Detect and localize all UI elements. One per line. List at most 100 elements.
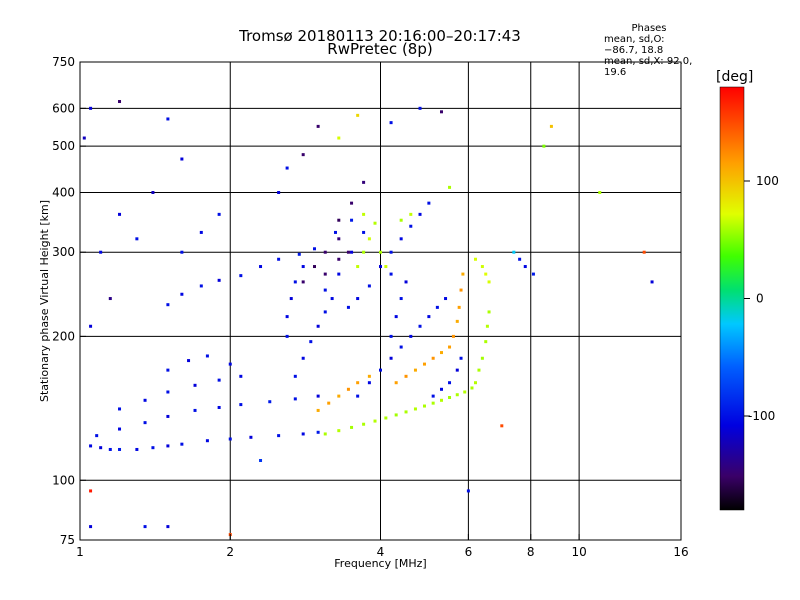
data-point xyxy=(440,387,444,391)
data-point xyxy=(457,305,461,309)
data-point xyxy=(394,381,398,385)
y-tick-label: 200 xyxy=(52,329,75,343)
data-point xyxy=(431,356,435,360)
data-point xyxy=(435,305,439,309)
data-point xyxy=(451,334,455,338)
data-point xyxy=(337,237,341,241)
data-point xyxy=(485,324,489,328)
data-point xyxy=(549,124,553,128)
chart-title: Tromsø 20180113 20:16:00–20:17:43 xyxy=(239,27,521,45)
data-point xyxy=(480,265,484,269)
data-point xyxy=(217,212,221,216)
data-point xyxy=(362,230,366,234)
data-point xyxy=(316,324,320,328)
data-point xyxy=(166,444,170,448)
data-point xyxy=(297,252,301,256)
data-point xyxy=(239,374,243,378)
data-point xyxy=(89,444,93,448)
data-point xyxy=(350,218,354,222)
data-point xyxy=(431,394,435,398)
data-point xyxy=(228,362,232,366)
data-point xyxy=(285,334,289,338)
data-point xyxy=(362,212,366,216)
colorbar-tick-label: 100 xyxy=(756,174,779,188)
data-point xyxy=(323,250,327,254)
data-point xyxy=(337,257,341,261)
data-point xyxy=(323,310,327,314)
data-point xyxy=(455,319,459,323)
data-point xyxy=(413,407,417,411)
x-tick-label: 2 xyxy=(226,545,234,559)
data-point xyxy=(448,381,452,385)
data-point xyxy=(470,386,474,390)
data-point xyxy=(389,334,393,338)
data-point xyxy=(316,430,320,434)
data-point xyxy=(217,405,221,409)
x-tick-label: 10 xyxy=(571,545,586,559)
data-point xyxy=(444,297,448,301)
colorbar-tick-label: -100 xyxy=(748,409,775,423)
data-point xyxy=(239,274,243,278)
data-point xyxy=(409,212,413,216)
data-point xyxy=(346,387,350,391)
data-point xyxy=(301,153,305,157)
data-point xyxy=(389,121,393,125)
data-point xyxy=(404,410,408,414)
data-point xyxy=(301,356,305,360)
data-point xyxy=(487,310,491,314)
data-point xyxy=(151,446,155,450)
data-point xyxy=(461,272,465,276)
data-point xyxy=(379,265,382,269)
data-point xyxy=(409,334,413,338)
data-point xyxy=(367,381,371,385)
data-point xyxy=(337,272,341,276)
data-point xyxy=(431,401,435,405)
data-point xyxy=(418,106,422,110)
axis-labels: 1 2 4 6 8 10 16 75 100 200 300 400 500 600 750 Frequenc… xyxy=(38,55,689,570)
data-point xyxy=(166,390,170,394)
data-point xyxy=(301,432,305,436)
data-point xyxy=(89,525,93,529)
data-point xyxy=(500,424,504,428)
data-point xyxy=(293,397,297,401)
data-point xyxy=(362,422,366,426)
data-point xyxy=(466,489,470,493)
data-point xyxy=(389,250,393,254)
data-point xyxy=(362,180,366,184)
data-point xyxy=(404,374,408,378)
data-point xyxy=(312,247,316,251)
data-point xyxy=(440,110,444,114)
data-point xyxy=(367,284,371,288)
data-point xyxy=(399,237,403,241)
y-tick-label: 600 xyxy=(52,101,75,115)
data-point xyxy=(228,437,232,441)
data-point xyxy=(384,416,388,420)
data-point xyxy=(135,237,139,241)
scatter-points xyxy=(82,100,654,537)
data-point xyxy=(531,272,535,276)
data-point xyxy=(108,297,112,301)
data-point xyxy=(143,421,147,425)
data-point xyxy=(448,395,452,399)
data-point xyxy=(293,374,297,378)
data-point xyxy=(418,324,422,328)
data-point xyxy=(330,297,334,301)
data-point xyxy=(193,383,197,387)
data-point xyxy=(316,394,320,398)
data-point xyxy=(356,381,360,385)
y-tick-label: 100 xyxy=(52,473,75,487)
chart-subtitle: RwPretec (8p) xyxy=(327,40,433,58)
data-point xyxy=(301,280,305,284)
data-point xyxy=(118,427,122,431)
data-point xyxy=(399,218,403,222)
data-point xyxy=(542,144,546,148)
data-point xyxy=(95,434,99,438)
data-point xyxy=(135,447,139,451)
data-point xyxy=(459,288,463,292)
data-point xyxy=(427,315,431,319)
grid-lines xyxy=(80,62,681,540)
data-point xyxy=(259,265,263,269)
x-tick-label: 4 xyxy=(377,545,385,559)
data-point xyxy=(379,368,382,372)
